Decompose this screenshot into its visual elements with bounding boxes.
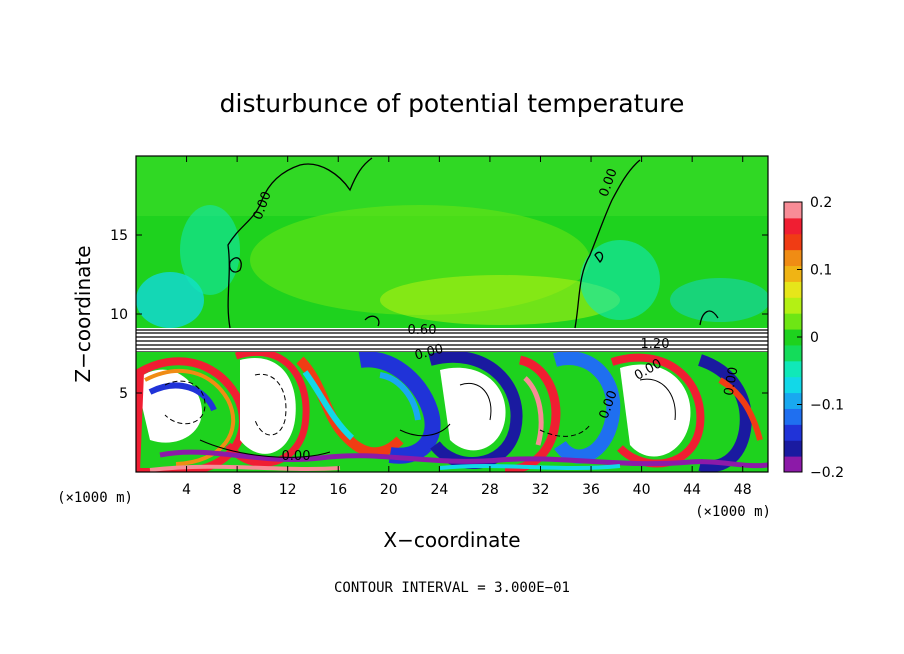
colorbar-tick-label: 0 (810, 330, 819, 346)
colorbar-swatch (784, 217, 802, 235)
colorbar-ticks: 0.2 0.1 0 −0.1 −0.2 (797, 195, 844, 481)
turbulent-region (136, 352, 768, 472)
colorbar-swatch (784, 281, 802, 298)
y-axis-label: Z−coordinate (71, 245, 95, 382)
colorbar-swatch (784, 249, 802, 267)
y-tick-label: 5 (119, 386, 128, 402)
x-tick-label: 28 (481, 482, 499, 498)
cool-patch-left-2 (180, 205, 240, 295)
colorbar-swatch (784, 329, 802, 346)
colorbar-swatch (784, 265, 802, 282)
colorbar-swatch (784, 233, 802, 251)
colorbar-swatch (784, 360, 802, 378)
x-tick-label: 32 (532, 482, 550, 498)
x-axis-ticks: 4 8 12 16 20 24 28 32 36 40 44 48 (182, 156, 752, 498)
colorbar-tick-label: −0.2 (810, 465, 844, 481)
colorbar-swatch (784, 424, 802, 441)
x-tick-label: 48 (734, 482, 752, 498)
colorbar-swatch (784, 313, 802, 330)
y-tick-label: 10 (110, 307, 128, 323)
colorbar-tick-label: 0.1 (810, 263, 832, 279)
colorbar-swatch (784, 392, 802, 409)
plot-area (136, 156, 768, 472)
cool-patch-right (580, 240, 660, 320)
warm-patch-2 (380, 275, 620, 325)
colorbar-swatch (784, 440, 802, 457)
contour-label: 0.00 (282, 449, 311, 464)
x-axis-label: X−coordinate (383, 528, 520, 552)
colorbar-tick-label: 0.2 (810, 195, 832, 211)
cool-patch-left (136, 272, 204, 328)
y-axis-ticks: 5 10 15 (110, 228, 768, 402)
colorbar-swatch (784, 344, 802, 362)
colorbar-swatch (784, 297, 802, 314)
lower-contours (164, 373, 676, 458)
contour-label: 0.60 (408, 323, 437, 338)
colorbar-swatch (784, 456, 802, 473)
x-tick-label: 4 (182, 482, 191, 498)
x-tick-label: 36 (582, 482, 600, 498)
x-tick-label: 20 (380, 482, 398, 498)
upper-contours (227, 157, 719, 329)
colorbar-tick-label: −0.1 (810, 398, 844, 414)
x-tick-label: 40 (633, 482, 651, 498)
x-unit-right: (×1000 m) (695, 504, 771, 520)
colorbar (783, 201, 803, 473)
cool-patch-right-2 (670, 278, 768, 322)
x-tick-label: 24 (430, 482, 448, 498)
colorbar-swatch (784, 408, 802, 425)
colorbar-swatch (784, 376, 802, 394)
y-tick-label: 15 (110, 228, 128, 244)
colorbar-swatch (784, 202, 802, 219)
x-unit-left: (×1000 m) (57, 490, 133, 506)
contour-label: 0.00 (722, 366, 742, 397)
x-tick-label: 16 (329, 482, 347, 498)
contour-interval-note: CONTOUR INTERVAL = 3.000E−01 (334, 580, 570, 596)
x-tick-label: 12 (279, 482, 297, 498)
x-tick-label: 8 (233, 482, 242, 498)
chart-title: disturbunce of potential temperature (220, 89, 685, 118)
contour-label: 0.00 (413, 342, 445, 364)
x-tick-label: 44 (683, 482, 701, 498)
contour-label: 1.20 (641, 337, 670, 352)
band-contours (136, 329, 768, 353)
